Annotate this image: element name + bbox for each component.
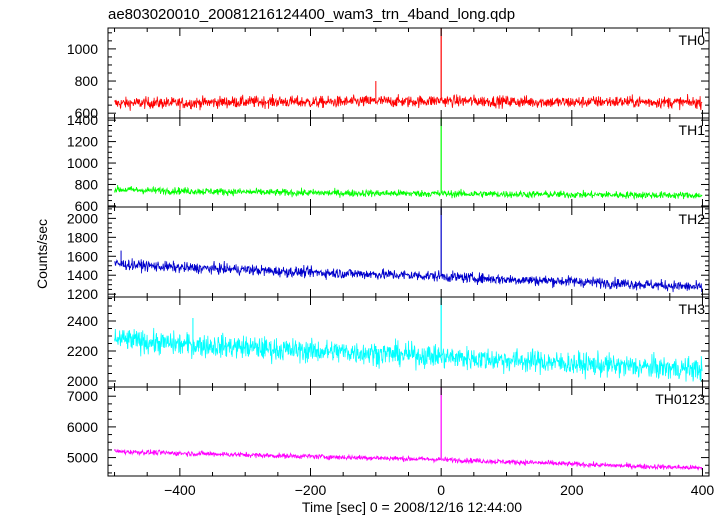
panel-label-th2: TH2 [679,211,706,227]
x-axis: −400 −200 0 200 400 [164,482,714,498]
x-axis-label: Time [sec] 0 = 2008/12/16 12:44:00 [302,499,522,515]
chart-title: ae803020010_20081216124400_wam3_trn_4ban… [108,6,515,23]
y-tick-label-th2: 1200 [67,286,98,302]
panels-group: 600 800 1000 TH0 600 800 1000 1200 1400 TH1 1200 14… [67,27,710,477]
x-tick-label: 400 [691,482,715,498]
y-tick-label-th1: 1000 [67,155,98,171]
y-tick-label-th3: 2400 [67,313,98,329]
panel-label-th1: TH1 [679,122,706,138]
panel-label-th0: TH0 [679,32,706,48]
y-tick-label-th0123: 6000 [67,419,98,435]
y-tick-label-th1: 600 [75,198,99,214]
x-tick-label: −400 [164,482,196,498]
series-line-th0 [114,93,703,111]
y-tick-label-th1: 800 [75,176,99,192]
y-tick-label-th1: 1400 [67,112,98,128]
y-tick-label-th3: 2000 [67,373,98,389]
panel-th0: 600 800 1000 TH0 [67,27,710,121]
y-tick-label-th2: 1600 [67,248,98,264]
series-line-th1 [114,185,703,201]
panel-th2: 1200 1400 1600 1800 2000 TH2 [67,206,710,302]
y-tick-label-th2: 1400 [67,267,98,283]
panel-frame-th1 [107,117,710,208]
y-tick-label-th0123: 5000 [67,450,98,466]
y-axis-label: Counts/sec [34,219,50,289]
panel-label-th3: TH3 [679,301,706,317]
series-line-th0123 [114,448,703,472]
panel-th3: 2000 2200 2400 TH3 [67,296,710,389]
x-tick-label: 0 [437,482,445,498]
y-tick-label-th0123: 7000 [67,388,98,404]
y-tick-label-th2: 1800 [67,229,98,245]
series-line-th3 [114,327,703,382]
panel-th0123: 5000 6000 7000 TH0123 [67,386,710,477]
series-line-th2 [114,258,703,293]
panel-frame-th0123 [107,386,710,477]
y-tick-label-th0: 1000 [67,41,98,57]
y-tick-label-th0: 600 [75,105,99,121]
x-tick-label: 200 [560,482,584,498]
y-tick-label-th3: 2200 [67,343,98,359]
y-tick-label-th1: 1200 [67,134,98,150]
y-tick-label-th0: 800 [75,73,99,89]
x-tick-label: −200 [295,482,327,498]
y-tick-label-th2: 2000 [67,210,98,226]
panel-label-th0123: TH0123 [655,391,705,407]
panel-th1: 600 800 1000 1200 1400 TH1 [67,112,710,214]
